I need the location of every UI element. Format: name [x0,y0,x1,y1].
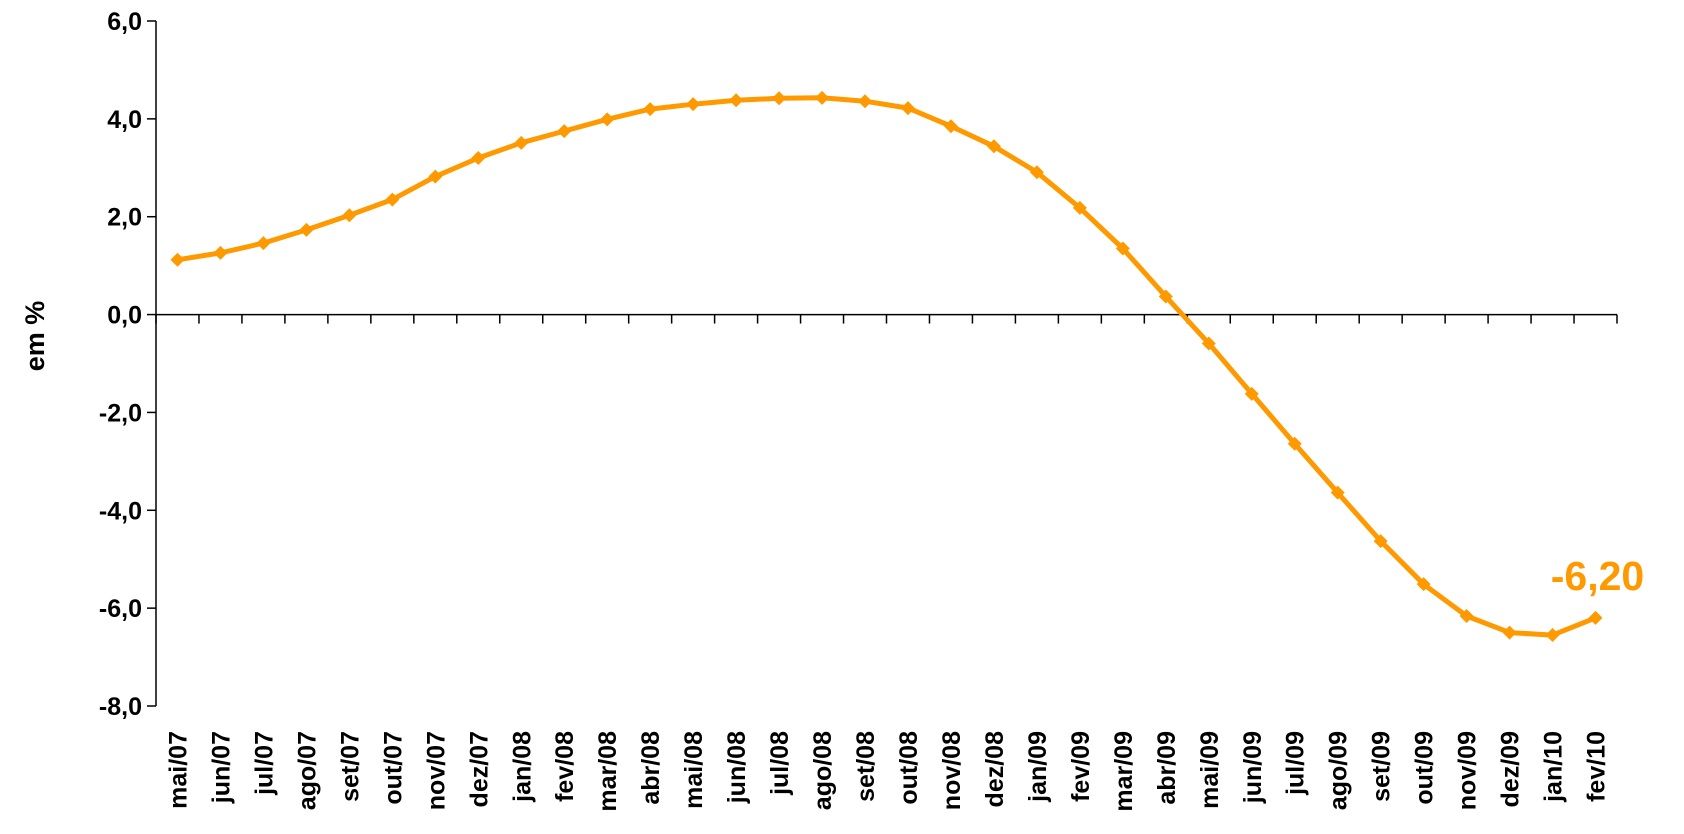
x-tick-label: jan/09 [1024,731,1052,803]
x-tick-label: out/09 [1411,731,1439,805]
x-tick-label: dez/07 [465,731,493,807]
x-tick-label: jul/08 [766,731,794,796]
data-point [600,112,615,127]
x-tick-label: nov/07 [422,731,450,810]
x-tick-label: set/07 [336,731,364,802]
data-point [643,102,658,117]
data-point [815,90,830,105]
x-tick-label: jan/08 [508,731,536,803]
x-tick-label: abr/09 [1153,731,1181,805]
series-line [177,95,1597,638]
data-point [729,93,744,108]
y-tick-label: 0,0 [107,302,142,330]
data-point [1158,289,1173,304]
x-tick-label: abr/08 [637,731,665,805]
x-tick-label: jan/10 [1540,731,1568,803]
x-tick-label: jul/07 [250,731,278,796]
x-tick-label: jun/08 [723,731,751,804]
data-point [1029,165,1044,180]
data-point [1201,336,1216,351]
data-label: -6,20 [1551,553,1644,599]
x-tick-label: dez/08 [981,731,1009,808]
x-tick-label: mar/09 [1110,731,1138,812]
data-point [900,101,915,116]
data-point [471,151,486,165]
data-point [256,236,271,251]
x-tick-label: mar/08 [594,731,622,812]
data-point [213,245,228,260]
y-tick-label: -8,0 [99,693,142,721]
y-tick-label: -4,0 [99,497,142,525]
series-layer [170,90,1603,643]
x-tick-label: out/08 [895,731,923,805]
x-tick-label: ago/08 [809,731,837,810]
data-point [1072,200,1087,215]
data-point [1115,241,1130,256]
x-tick-label: set/08 [852,731,880,802]
data-point [1545,628,1560,643]
x-tick-label: mai/07 [164,731,192,809]
data-point [1287,436,1302,451]
data-point [943,119,958,134]
y-tick-label: 4,0 [107,106,142,134]
x-tick-label: set/09 [1368,731,1396,802]
y-axis: 6,0 4,0 2,0 0,0 -2,0 -4,0 -6,0 -8,0 [99,8,157,721]
x-tick-label: fev/09 [1067,731,1095,802]
data-point [557,124,572,139]
x-tick-label: jul/09 [1282,731,1310,796]
x-tick-label: fev/10 [1583,731,1611,802]
data-point [686,97,701,112]
data-point [1373,534,1388,549]
x-tick-label: ago/07 [293,731,321,810]
data-point [1588,610,1603,625]
data-point [1330,485,1345,500]
data-point [514,135,529,150]
data-point [342,208,357,223]
x-tick-label: nov/08 [938,731,966,810]
y-tick-label: -2,0 [99,399,142,427]
data-point [1416,577,1431,592]
y-tick-label: -6,0 [99,595,142,623]
x-tick-label: nov/09 [1454,731,1482,810]
y-tick-label: 2,0 [107,204,142,232]
y-tick-label: 6,0 [107,8,142,36]
x-tick-label: jun/07 [207,731,235,804]
annotation-layer: -6,20 [1551,553,1644,599]
data-point [299,222,314,237]
x-tick-label: mai/08 [680,731,708,809]
x-tick-label: ago/09 [1325,731,1353,810]
y-axis-label: em % [20,301,50,372]
x-tick-label: jun/09 [1239,731,1267,804]
x-tick-label: dez/09 [1497,731,1525,807]
data-point [428,169,443,184]
data-point [385,192,400,207]
data-point [858,94,873,109]
x-axis: mai/07 jun/07 jul/07 ago/07 set/07 out/07 nov/… [155,313,1618,812]
data-point [772,91,787,106]
data-point [1502,625,1517,640]
data-point [1459,608,1474,623]
x-tick-label: fev/08 [551,731,579,802]
data-point [1244,386,1259,401]
data-point [170,252,185,267]
x-tick-label: mai/09 [1196,731,1224,809]
data-point [986,139,1001,154]
x-tick-label: out/07 [379,731,407,805]
